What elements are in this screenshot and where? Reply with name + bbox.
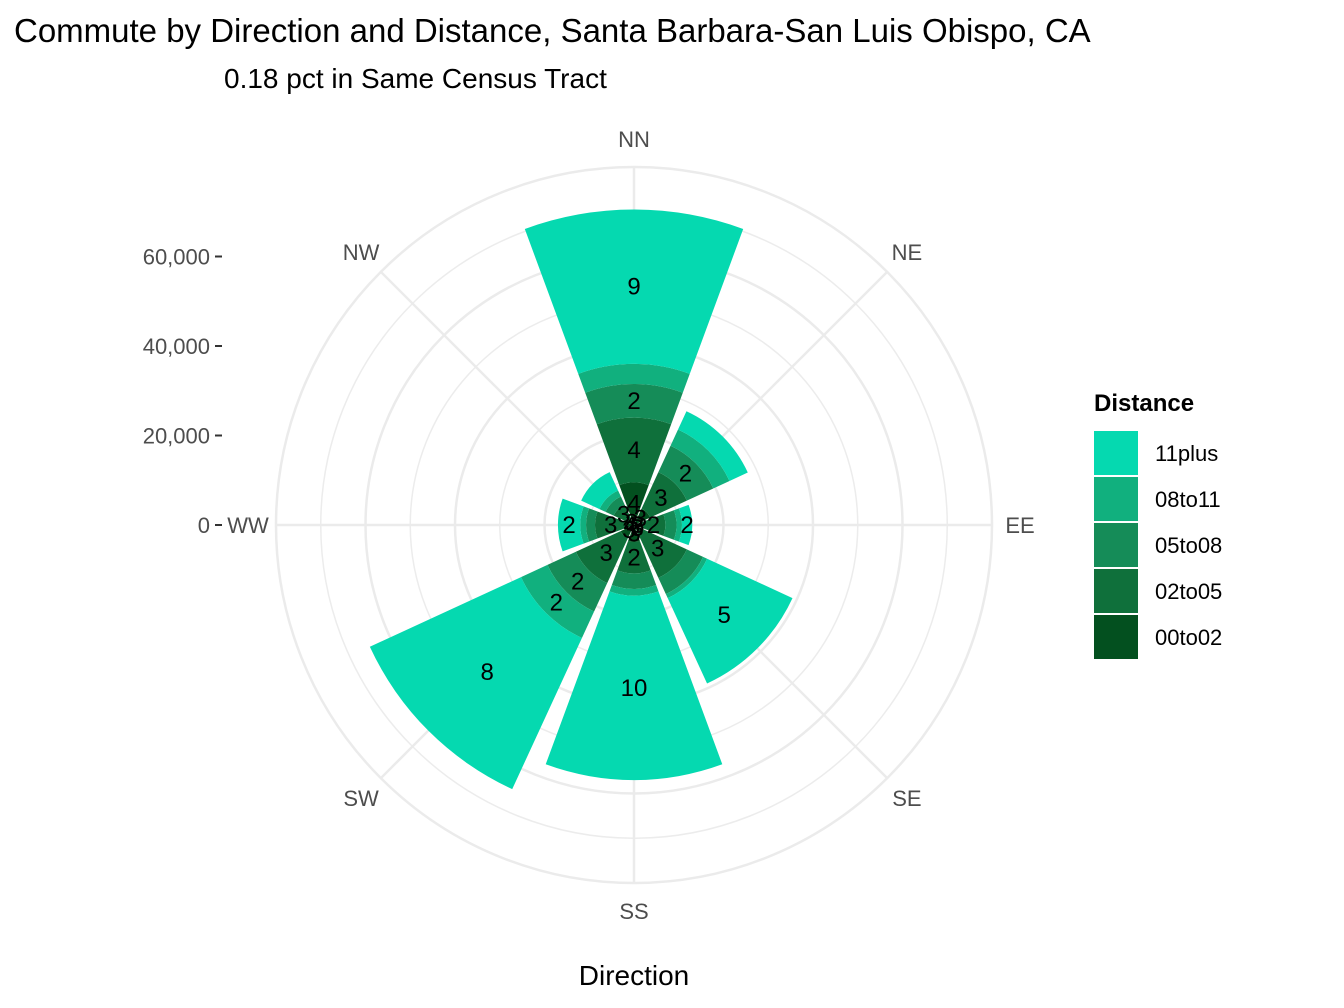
bar-segment-ss-02to05 xyxy=(617,540,651,574)
segment-label: 2 xyxy=(562,512,575,539)
bar-segment-ww-08to11 xyxy=(580,506,590,544)
bar-segment-se-08to11 xyxy=(665,556,708,599)
direction-label-ee: EE xyxy=(1005,513,1034,538)
direction-label-sw: SW xyxy=(343,786,379,811)
y-axis: 0 20,000 40,000 60,000 xyxy=(143,245,222,538)
legend-swatch-02to05 xyxy=(1094,569,1138,613)
bar-segment-ss-05to08 xyxy=(611,570,657,589)
bar-segment-sw-05to08 xyxy=(547,551,608,612)
bar-segment-ss-08to11 xyxy=(609,585,659,596)
direction-labels: NN NE EE SE SS SW WW NW xyxy=(227,127,1034,924)
bar-segment-nw-11plus xyxy=(581,472,619,510)
bar-segment-sw-08to11 xyxy=(521,564,595,638)
bar-segment-nn-11plus xyxy=(524,209,744,374)
segment-label: 4 xyxy=(627,491,640,518)
bar-segment-sw-11plus xyxy=(369,577,582,790)
bar-segment-se-05to08 xyxy=(658,549,704,595)
legend-label-00to02: 00to02 xyxy=(1155,625,1222,650)
segment-label: 4 xyxy=(624,512,637,539)
bar-segment-ne-08to11 xyxy=(670,429,730,489)
legend-swatch-11plus xyxy=(1094,431,1138,475)
chart-subtitle: 0.18 pct in Same Census Tract xyxy=(224,63,607,94)
legend-label-05to08: 05to08 xyxy=(1155,533,1222,558)
segment-label: 9 xyxy=(627,274,640,301)
legend-swatch-00to02 xyxy=(1094,615,1138,659)
bar-segment-ss-00to02 xyxy=(628,525,640,543)
legend-title: Distance xyxy=(1094,390,1194,417)
legend-label-02to05: 02to05 xyxy=(1155,579,1222,604)
y-tick-label: 60,000 xyxy=(143,245,210,270)
spoke-line xyxy=(379,270,635,526)
segment-label: 3 xyxy=(627,521,640,548)
segment-label: 3 xyxy=(604,512,617,539)
segment-label: 2 xyxy=(627,388,640,415)
bar-segment-nw-02to05 xyxy=(613,504,632,523)
direction-label-ne: NE xyxy=(892,240,923,265)
bar-segment-ee-00to02 xyxy=(634,522,642,528)
segment-label: 3 xyxy=(654,485,667,512)
segment-label: 3 xyxy=(599,540,612,567)
bar-segment-nn-02to05 xyxy=(596,417,672,486)
legend-swatch-05to08 xyxy=(1094,523,1138,567)
segment-label: 2 xyxy=(550,590,563,617)
y-tick-label: 40,000 xyxy=(143,334,210,359)
bar-segment-ee-08to11 xyxy=(673,508,682,542)
direction-label-nw: NW xyxy=(343,240,380,265)
bar-segment-nn-08to11 xyxy=(578,363,690,393)
legend-label-11plus: 11plus xyxy=(1155,441,1218,466)
segment-label: 3 xyxy=(630,515,643,542)
bar-segment-ww-11plus xyxy=(557,498,584,552)
bar-segment-ss-11plus xyxy=(545,591,723,781)
bar-segment-ww-00to02 xyxy=(626,522,634,528)
legend: Distance 11plus 08to11 05to08 02to05 00to02 xyxy=(1094,390,1222,659)
bar-segment-ee-11plus xyxy=(678,504,693,546)
direction-label-ww: WW xyxy=(227,513,269,538)
bar-segment-sw-00to02 xyxy=(620,525,634,539)
direction-label-ss: SS xyxy=(619,899,648,924)
segment-label: 4 xyxy=(627,437,640,464)
segment-label: 3 xyxy=(625,510,638,537)
y-tick-label: 20,000 xyxy=(143,424,210,449)
bar-segment-ww-05to08 xyxy=(586,508,598,542)
segment-label: 2 xyxy=(680,512,693,539)
segment-label: 5 xyxy=(718,602,731,629)
segment-label: 10 xyxy=(621,675,648,702)
segment-label: 8 xyxy=(480,659,493,686)
bar-segment-se-11plus xyxy=(667,558,793,684)
segment-label: 3 xyxy=(631,512,644,539)
legend-swatch-08to11 xyxy=(1094,477,1138,521)
bar-segment-ne-02to05 xyxy=(641,472,687,518)
direction-label-se: SE xyxy=(892,786,921,811)
bar-segment-ne-05to08 xyxy=(658,445,714,501)
bar-segment-ww-02to05 xyxy=(595,511,627,539)
bar-segment-se-02to05 xyxy=(637,528,687,578)
legend-label-08to11: 08to11 xyxy=(1155,487,1221,512)
chart-title: Commute by Direction and Distance, Santa… xyxy=(14,12,1091,49)
segment-label: 2 xyxy=(571,568,584,595)
bar-segment-ee-05to08 xyxy=(663,510,677,540)
bar-segment-ne-00to02 xyxy=(634,508,651,525)
bar-segment-nw-00to02 xyxy=(627,518,634,525)
bar-segment-nn-05to08 xyxy=(585,384,683,425)
direction-label-nn: NN xyxy=(618,127,650,152)
bar-segment-ee-02to05 xyxy=(641,514,666,536)
bar-segment-se-00to02 xyxy=(634,525,643,534)
bar-segment-ne-11plus xyxy=(678,411,748,481)
y-tick-label: 0 xyxy=(198,513,210,538)
bar-segment-sw-02to05 xyxy=(575,531,628,584)
bars xyxy=(369,209,793,790)
segment-label: 3 xyxy=(651,536,664,563)
segment-label: 3 xyxy=(617,502,630,529)
segment-label: 2 xyxy=(627,545,640,572)
bar-segment-nw-08to11 xyxy=(599,490,621,512)
bar-segment-nw-05to08 xyxy=(605,496,625,516)
segment-label: 3 xyxy=(622,517,635,544)
segment-label: 2 xyxy=(679,461,692,488)
segment-label: 2 xyxy=(647,512,660,539)
bar-segment-nn-00to02 xyxy=(619,482,649,525)
x-axis-label: Direction xyxy=(579,960,689,991)
segment-label: 3 xyxy=(634,506,647,533)
